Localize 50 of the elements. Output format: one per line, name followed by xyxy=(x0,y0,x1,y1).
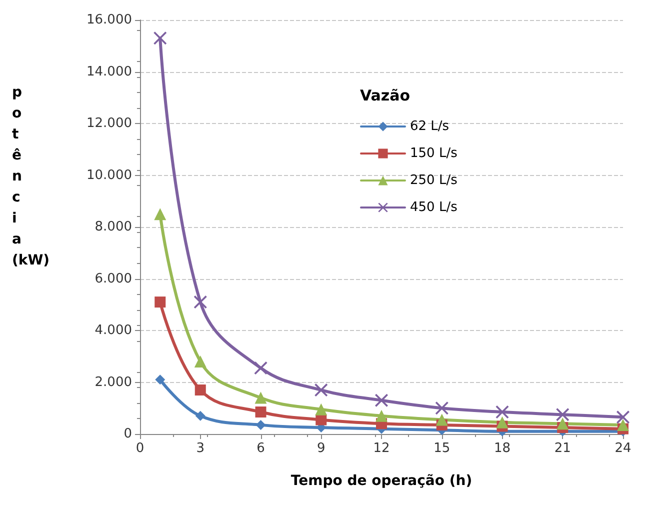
x-tick-label: 12 xyxy=(373,441,390,456)
point xyxy=(436,414,448,426)
y-tick-label: 0 xyxy=(124,426,132,442)
x-axis-title: Tempo de operação (h) xyxy=(290,473,472,489)
point xyxy=(195,410,206,421)
point xyxy=(496,406,509,419)
point xyxy=(375,394,388,407)
point xyxy=(254,362,268,375)
legend-label: 450 L/s xyxy=(410,200,458,215)
point xyxy=(314,384,328,397)
point xyxy=(617,418,629,431)
y-tick-label: 10.000 xyxy=(86,168,132,183)
y-tick-label: 12.000 xyxy=(86,116,132,131)
point xyxy=(194,384,206,396)
point xyxy=(255,406,266,418)
y-tick-label: 16.000 xyxy=(86,12,132,28)
y-tick-label: 4.000 xyxy=(94,323,132,338)
x-tick-label: 15 xyxy=(434,441,450,456)
point xyxy=(376,410,388,422)
point xyxy=(256,420,266,430)
point xyxy=(154,208,166,220)
y-tick-label: 8.000 xyxy=(94,220,132,234)
y-tick-label: 6.000 xyxy=(94,271,132,286)
y-tick-label: 2.000 xyxy=(94,374,132,390)
point xyxy=(254,392,267,404)
x-tick-label: 3 xyxy=(196,441,205,456)
legend-title: Vazão xyxy=(360,86,410,104)
x-tick-label: 9 xyxy=(316,441,326,456)
point xyxy=(316,414,327,426)
legend-label: 150 L/s xyxy=(410,146,458,161)
point xyxy=(556,408,570,422)
x-tick-label: 18 xyxy=(494,441,511,456)
x-tick-label: 6 xyxy=(256,441,265,456)
legend-label: 62 L/s xyxy=(410,119,450,134)
point xyxy=(154,296,166,308)
point xyxy=(556,418,569,430)
text: potência (kW) xyxy=(12,84,50,268)
y-tick-label: 14.000 xyxy=(86,64,132,80)
x-tick-label: 0 xyxy=(136,441,144,456)
point xyxy=(435,402,448,415)
point xyxy=(194,356,206,368)
point xyxy=(155,374,166,385)
point xyxy=(496,416,508,428)
x-tick-label: 24 xyxy=(614,441,632,456)
point xyxy=(194,296,207,309)
x-tick-label: 21 xyxy=(554,441,571,456)
point xyxy=(154,32,167,45)
point xyxy=(616,410,630,424)
point xyxy=(315,403,328,416)
legend-label: 250 L/s xyxy=(410,173,458,188)
